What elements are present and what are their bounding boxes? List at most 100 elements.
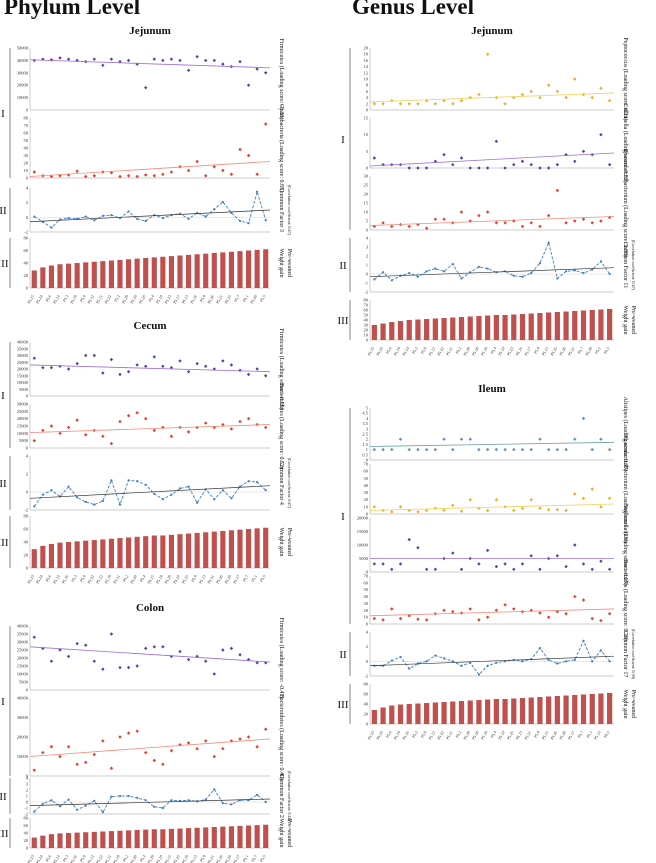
data-point	[187, 217, 190, 220]
bar	[48, 834, 54, 848]
x-tick-label: P5.25	[506, 730, 515, 740]
data-point	[118, 665, 122, 670]
x-tick-label: P5.18	[180, 854, 189, 863]
data-point	[169, 654, 174, 659]
data-point	[161, 806, 164, 810]
data-point	[564, 447, 568, 452]
roman-label: II	[339, 649, 347, 661]
data-point	[118, 419, 122, 424]
x-tick-label: P5.18	[480, 730, 489, 740]
data-point	[538, 437, 542, 441]
bar	[476, 700, 482, 724]
data-point	[591, 660, 594, 663]
data-point	[581, 496, 586, 500]
x-tick-label: P5.17	[567, 730, 576, 740]
y-tick-label: 2	[26, 200, 28, 205]
x-tick-label: P5.4	[147, 294, 155, 303]
data-point	[255, 422, 259, 427]
y-tick-label: 0	[26, 566, 29, 571]
x-tick-label: P5.3	[411, 730, 419, 739]
x-tick-label: P5.22	[436, 346, 445, 356]
side-label: Veillonella (Loading score: -0.27)	[622, 504, 629, 585]
x-tick-label: P5.8	[420, 346, 428, 355]
y-tick-label: 10000	[17, 95, 29, 100]
data-point	[408, 272, 411, 275]
bar	[203, 532, 209, 568]
data-point	[264, 425, 268, 430]
jej-genus-title: Jejunum	[471, 25, 513, 37]
data-point	[75, 418, 79, 422]
x-tick-label: P5.9	[199, 294, 207, 303]
y-tick-label: 1.5	[362, 442, 368, 447]
data-point	[161, 425, 165, 430]
data-point	[599, 86, 603, 90]
data-point	[390, 607, 394, 611]
y-tick-label: 30000	[17, 640, 29, 645]
data-point	[84, 174, 88, 179]
data-point	[459, 509, 464, 513]
y-tick-label: 10	[364, 333, 369, 338]
y-tick-label: 70	[364, 462, 369, 467]
x-tick-label: P5.28	[223, 574, 232, 584]
bar	[237, 825, 243, 848]
data-point	[136, 480, 139, 483]
bar	[432, 702, 438, 724]
side-label: Collinsella (Loading score: 0.33)	[622, 103, 629, 182]
data-point	[442, 217, 446, 221]
y-tick-label: 60	[24, 248, 29, 253]
data-point	[144, 85, 148, 90]
y-tick-label: 10000	[17, 754, 29, 759]
y-tick-label: 5000	[19, 680, 29, 685]
y-tick-label: 10	[24, 168, 29, 173]
data-point	[573, 492, 577, 496]
data-point	[547, 658, 550, 661]
data-point	[416, 275, 420, 278]
y-tick-label: 1	[366, 447, 368, 452]
data-point	[178, 649, 182, 654]
y-tick-label: 10000	[17, 380, 29, 385]
x-tick-label: P5.6	[44, 574, 52, 583]
data-point	[92, 353, 96, 358]
x-tick-label: P5.16	[401, 730, 410, 740]
data-point	[390, 567, 394, 571]
y-tick-label: 0	[26, 394, 29, 399]
data-point	[195, 54, 199, 59]
bar	[194, 254, 200, 288]
data-point	[152, 174, 156, 178]
data-point	[398, 505, 403, 509]
data-point	[178, 359, 182, 363]
data-point	[255, 67, 259, 71]
side-label: Common Factor 17	[622, 631, 628, 678]
bar	[580, 694, 587, 724]
x-tick-label: P5.20	[471, 346, 480, 356]
y-tick-label: 4	[366, 236, 369, 241]
x-tick-label: P5.2	[121, 854, 129, 863]
data-point	[590, 616, 594, 621]
data-point	[135, 62, 139, 66]
x-tick-label: P5.15	[541, 730, 550, 740]
data-point	[425, 660, 428, 663]
data-point	[101, 434, 105, 438]
data-point	[169, 57, 174, 61]
x-tick-label: P5.12	[95, 574, 104, 584]
data-point	[599, 618, 603, 623]
data-point	[529, 498, 533, 502]
data-point	[246, 372, 251, 377]
data-point	[58, 56, 62, 60]
data-point	[399, 655, 402, 659]
data-point	[468, 166, 472, 170]
data-point	[564, 564, 568, 569]
trend-line	[369, 216, 615, 226]
bar	[572, 695, 578, 724]
data-point	[433, 217, 438, 221]
genus-level-header: Genus Level	[352, 0, 475, 19]
bar	[160, 256, 166, 288]
bar	[371, 325, 377, 340]
data-point	[118, 174, 122, 179]
data-point	[520, 92, 525, 97]
y-tick-label: 20000	[17, 367, 29, 372]
data-point	[460, 664, 463, 667]
data-point	[110, 214, 113, 217]
bar	[134, 830, 140, 848]
data-point	[49, 659, 54, 663]
